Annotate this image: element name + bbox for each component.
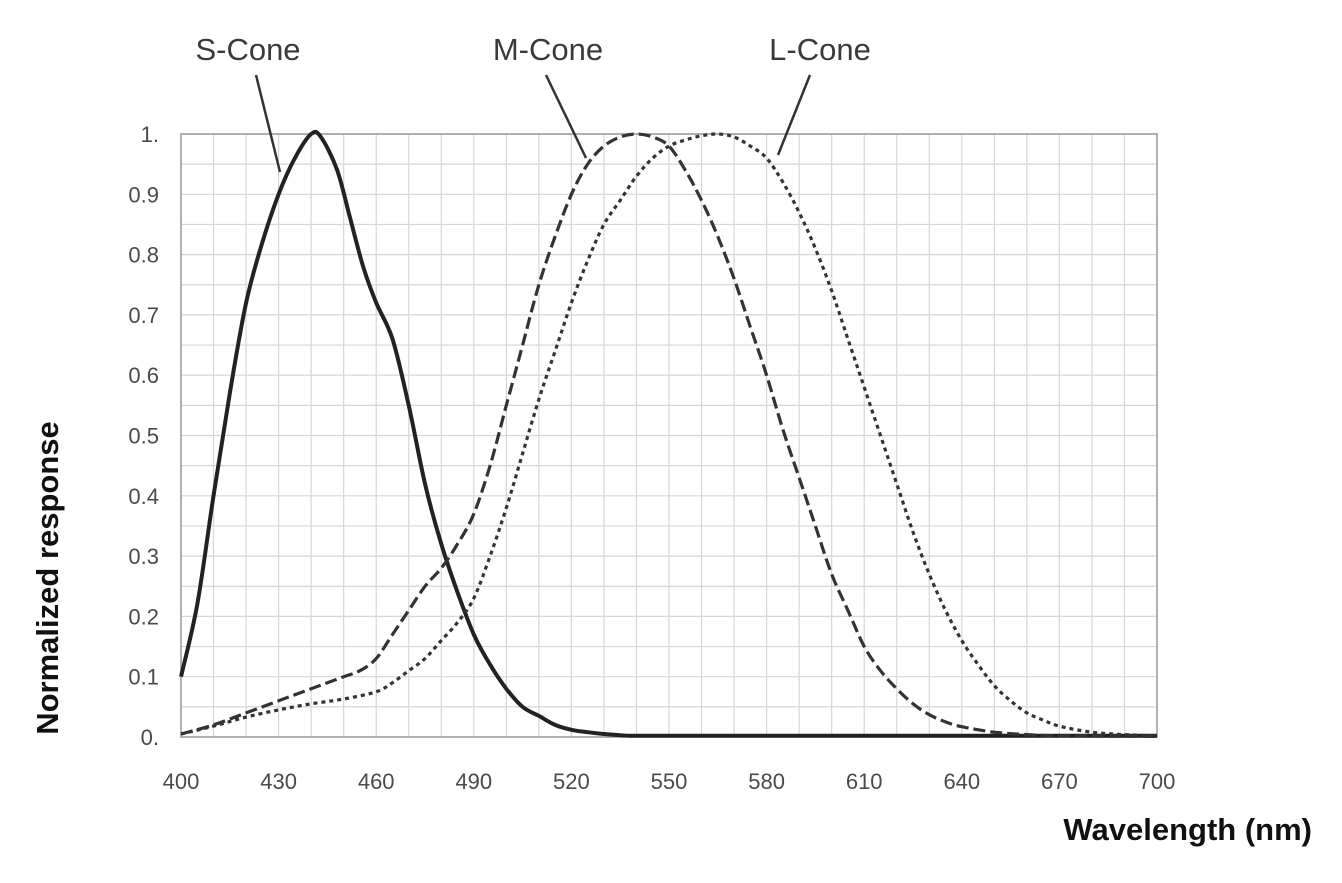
y-axis-ticks: 0. 0.1 0.2 0.3 0.4 0.5 0.6 0.7 0.8 0.9 1. [128,122,159,750]
x-axis-title: Wavelength (nm) [1063,812,1312,847]
s-cone-leader-line [254,74,282,173]
s-cone-label: S-Cone [195,32,300,67]
y-tick-label: 0.8 [128,243,159,268]
m-cone-leader-line [544,74,588,159]
l-cone-label: L-Cone [769,32,871,67]
l-cone-leader-line [776,74,812,156]
x-tick-label: 430 [260,769,297,794]
m-cone-curve [180,132,1158,738]
y-axis-title: Normalized response [30,421,65,735]
m-cone-label: M-Cone [493,32,603,67]
y-tick-label: 0.1 [128,665,159,690]
y-tick-label: 0. [141,725,159,750]
x-tick-label: 640 [943,769,980,794]
x-tick-label: 520 [553,769,590,794]
x-tick-label: 460 [358,769,395,794]
x-axis-ticks: 400 430 460 490 520 550 580 610 640 670 700 [163,769,1176,794]
x-tick-label: 670 [1041,769,1078,794]
y-tick-label: 0.4 [128,484,159,509]
series-lines [179,129,1158,738]
curve-callouts: S-Cone M-Cone L-Cone [195,32,871,173]
x-tick-label: 490 [455,769,492,794]
y-tick-label: 0.5 [128,424,159,449]
x-tick-label: 580 [748,769,785,794]
s-cone-curve [179,129,1157,738]
x-tick-label: 400 [163,769,200,794]
y-tick-label: 0.6 [128,363,159,388]
x-tick-label: 550 [651,769,688,794]
y-tick-label: 0.7 [128,303,159,328]
y-tick-label: 0.3 [128,544,159,569]
grid [180,133,1158,738]
y-tick-label: 0.2 [128,604,159,629]
x-tick-label: 610 [846,769,883,794]
l-cone-curve [180,132,1158,738]
y-tick-label: 1. [141,122,159,147]
x-tick-label: 700 [1139,769,1176,794]
y-tick-label: 0.9 [128,182,159,207]
